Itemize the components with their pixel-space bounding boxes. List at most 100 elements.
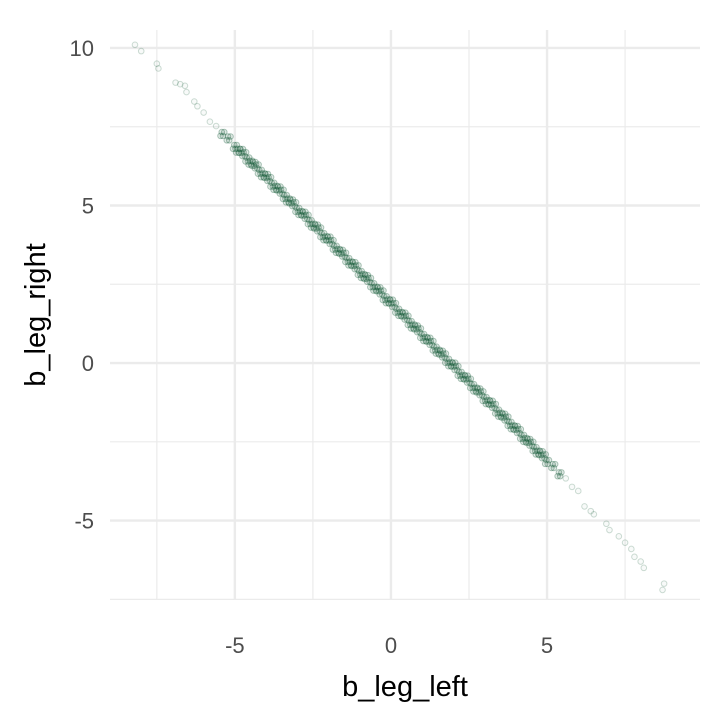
data-point bbox=[445, 355, 453, 363]
data-point bbox=[330, 236, 337, 244]
data-point bbox=[299, 208, 307, 216]
data-point bbox=[530, 438, 537, 446]
data-point bbox=[292, 199, 300, 206]
data-point bbox=[551, 460, 559, 468]
data-point bbox=[485, 401, 493, 408]
data-point bbox=[535, 451, 543, 459]
data-point bbox=[440, 350, 447, 357]
data-point bbox=[433, 346, 441, 354]
data-point bbox=[378, 291, 386, 298]
data-point bbox=[502, 413, 510, 420]
data-point bbox=[279, 190, 286, 197]
data-point bbox=[298, 212, 305, 219]
data-point bbox=[480, 393, 488, 401]
gridlines bbox=[110, 30, 700, 600]
data-point bbox=[365, 274, 372, 282]
data-point bbox=[402, 312, 410, 320]
data-point bbox=[311, 220, 319, 228]
data-point bbox=[305, 217, 313, 224]
data-point bbox=[269, 183, 277, 190]
data-point bbox=[523, 434, 531, 442]
data-point bbox=[534, 451, 542, 458]
data-point bbox=[660, 580, 668, 587]
data-point bbox=[467, 375, 475, 383]
data-point bbox=[517, 425, 525, 433]
data-point bbox=[294, 208, 302, 216]
data-point bbox=[375, 287, 383, 295]
data-point bbox=[526, 435, 534, 443]
data-point bbox=[358, 267, 365, 275]
data-point bbox=[342, 258, 349, 266]
data-point bbox=[270, 179, 278, 187]
data-point bbox=[455, 362, 462, 370]
data-point bbox=[341, 253, 349, 260]
data-point bbox=[506, 422, 514, 430]
data-point bbox=[490, 400, 497, 408]
data-point bbox=[352, 258, 359, 266]
data-point bbox=[234, 145, 241, 153]
data-point bbox=[413, 326, 420, 333]
data-point bbox=[377, 287, 385, 294]
data-point bbox=[464, 372, 472, 379]
data-point bbox=[374, 284, 382, 291]
data-point bbox=[452, 362, 460, 370]
data-point bbox=[289, 196, 297, 203]
data-point bbox=[282, 199, 290, 206]
data-point bbox=[407, 325, 415, 332]
data-point bbox=[640, 564, 648, 572]
data-point bbox=[284, 195, 291, 202]
data-point bbox=[423, 338, 430, 345]
data-point bbox=[544, 460, 551, 468]
data-point bbox=[305, 211, 312, 219]
data-point bbox=[532, 451, 540, 458]
data-point bbox=[328, 240, 336, 248]
data-point bbox=[388, 303, 396, 311]
data-point bbox=[486, 396, 493, 404]
x-tick-label: 0 bbox=[385, 633, 397, 658]
data-point bbox=[230, 141, 238, 149]
data-point bbox=[631, 553, 638, 561]
data-point bbox=[426, 334, 434, 342]
data-point bbox=[536, 447, 544, 455]
data-point bbox=[522, 438, 530, 446]
data-point bbox=[172, 79, 179, 86]
data-point bbox=[587, 507, 595, 515]
y-tick-label: 0 bbox=[82, 351, 94, 376]
data-point bbox=[501, 410, 509, 418]
data-point bbox=[410, 326, 418, 333]
data-point bbox=[472, 388, 480, 395]
data-point bbox=[332, 249, 340, 257]
data-point bbox=[312, 221, 319, 229]
data-point bbox=[233, 141, 241, 149]
data-point bbox=[290, 199, 297, 206]
data-point bbox=[342, 249, 350, 257]
data-point bbox=[489, 397, 497, 405]
data-point bbox=[368, 280, 375, 287]
data-point bbox=[383, 296, 391, 303]
data-point bbox=[424, 334, 432, 342]
data-point bbox=[446, 359, 453, 366]
data-point bbox=[267, 183, 274, 190]
data-point bbox=[392, 309, 399, 316]
data-point bbox=[373, 287, 380, 295]
data-point bbox=[377, 284, 384, 291]
data-point bbox=[515, 425, 522, 433]
data-point bbox=[298, 207, 306, 215]
data-point bbox=[389, 296, 397, 304]
data-point bbox=[476, 391, 483, 399]
data-point bbox=[322, 236, 330, 244]
data-point bbox=[533, 447, 541, 454]
data-point bbox=[261, 170, 269, 177]
data-point bbox=[483, 393, 490, 401]
data-point bbox=[258, 166, 266, 174]
data-point bbox=[271, 182, 279, 190]
data-point bbox=[428, 341, 436, 349]
data-point bbox=[521, 434, 528, 442]
data-point bbox=[435, 350, 442, 357]
data-point bbox=[498, 409, 506, 417]
data-point bbox=[474, 385, 482, 392]
data-point bbox=[232, 145, 239, 153]
data-point bbox=[245, 154, 253, 161]
data-point bbox=[137, 47, 145, 55]
data-point bbox=[408, 317, 415, 325]
